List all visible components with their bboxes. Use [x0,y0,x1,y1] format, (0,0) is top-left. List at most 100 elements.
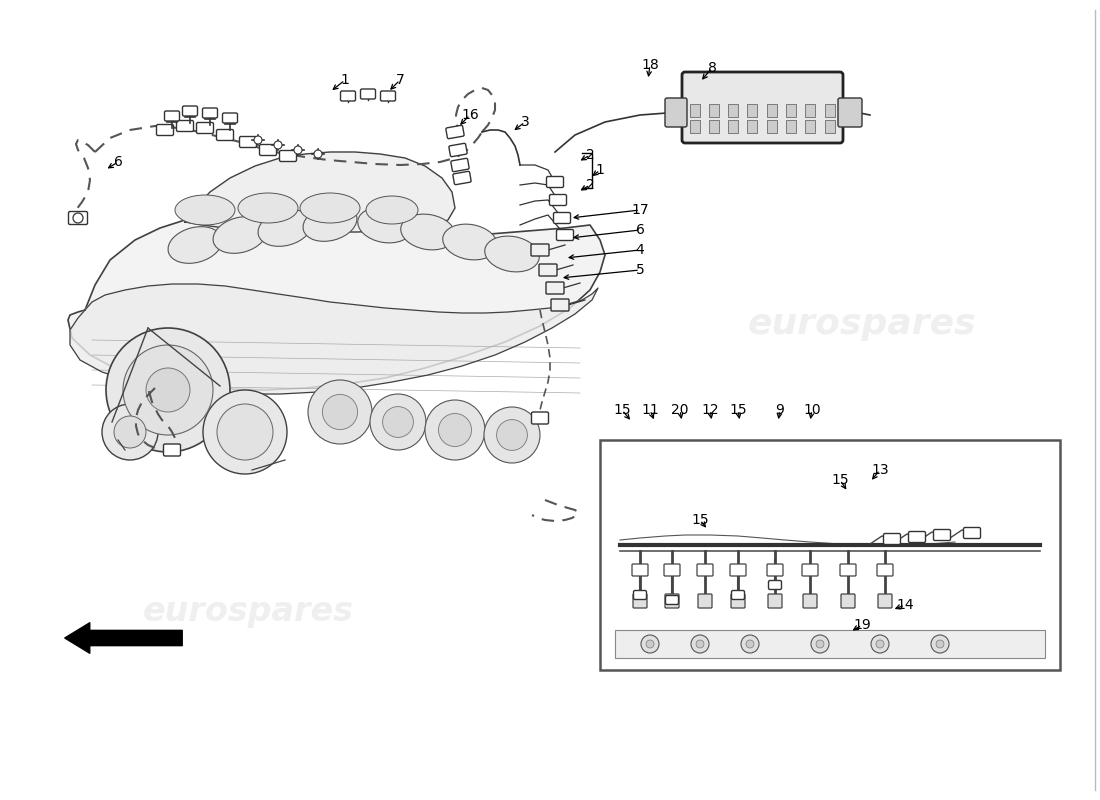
FancyBboxPatch shape [934,530,950,541]
FancyBboxPatch shape [279,150,297,162]
Ellipse shape [175,195,235,225]
FancyBboxPatch shape [698,594,712,608]
Circle shape [294,146,302,154]
Circle shape [741,635,759,653]
FancyBboxPatch shape [747,119,758,133]
FancyBboxPatch shape [240,137,256,147]
FancyBboxPatch shape [732,590,745,599]
Circle shape [114,416,146,448]
FancyBboxPatch shape [361,89,375,99]
Circle shape [439,414,472,446]
FancyBboxPatch shape [197,122,213,134]
FancyBboxPatch shape [164,444,180,456]
FancyBboxPatch shape [547,177,563,187]
Text: 1: 1 [595,163,604,177]
FancyBboxPatch shape [666,595,679,605]
FancyBboxPatch shape [883,534,901,545]
Ellipse shape [366,196,418,224]
Bar [600,440,1060,670]
FancyBboxPatch shape [202,108,218,118]
FancyBboxPatch shape [632,594,647,608]
FancyBboxPatch shape [632,564,648,576]
Text: 20: 20 [671,403,689,417]
FancyBboxPatch shape [840,564,856,576]
FancyBboxPatch shape [553,213,571,223]
Circle shape [322,394,358,430]
Text: 6: 6 [113,155,122,169]
Text: 14: 14 [896,598,914,612]
Ellipse shape [213,217,267,254]
FancyBboxPatch shape [964,527,980,538]
FancyBboxPatch shape [531,412,549,424]
Ellipse shape [258,210,312,246]
FancyBboxPatch shape [183,106,198,116]
Polygon shape [615,630,1045,658]
Ellipse shape [400,214,455,250]
Text: 9: 9 [776,403,784,417]
FancyBboxPatch shape [666,98,688,127]
FancyBboxPatch shape [697,564,713,576]
Polygon shape [68,218,605,390]
Circle shape [871,635,889,653]
Circle shape [811,635,829,653]
FancyBboxPatch shape [730,564,746,576]
Text: 12: 12 [701,403,718,417]
FancyBboxPatch shape [769,581,781,590]
Circle shape [931,635,949,653]
Ellipse shape [358,207,412,243]
Ellipse shape [485,236,539,272]
FancyArrowPatch shape [65,622,183,654]
FancyBboxPatch shape [805,119,815,133]
Ellipse shape [168,226,222,263]
FancyBboxPatch shape [802,564,818,576]
Circle shape [123,345,213,435]
Circle shape [217,404,273,460]
Circle shape [102,404,158,460]
Text: 4: 4 [636,243,645,257]
FancyBboxPatch shape [451,158,469,172]
Circle shape [254,136,262,144]
Text: eurospares: eurospares [143,595,354,629]
FancyBboxPatch shape [165,111,179,121]
FancyBboxPatch shape [732,594,745,608]
FancyBboxPatch shape [68,211,88,225]
FancyBboxPatch shape [453,171,471,185]
FancyBboxPatch shape [666,594,679,608]
FancyBboxPatch shape [842,594,855,608]
FancyBboxPatch shape [909,531,925,542]
FancyBboxPatch shape [682,72,843,143]
FancyBboxPatch shape [156,125,174,135]
FancyBboxPatch shape [708,119,718,133]
Text: 1: 1 [341,73,350,87]
Polygon shape [185,152,455,232]
Circle shape [936,640,944,648]
FancyBboxPatch shape [381,91,396,101]
Circle shape [816,640,824,648]
FancyBboxPatch shape [690,103,700,117]
FancyBboxPatch shape [634,590,647,599]
FancyBboxPatch shape [785,119,796,133]
Text: eurospares: eurospares [143,303,406,345]
Circle shape [73,213,82,223]
FancyBboxPatch shape [805,103,815,117]
FancyBboxPatch shape [825,103,835,117]
FancyBboxPatch shape [176,121,194,131]
FancyBboxPatch shape [767,564,783,576]
Circle shape [746,640,754,648]
FancyBboxPatch shape [803,594,817,608]
Circle shape [496,419,527,450]
Text: 13: 13 [871,463,889,477]
Text: 6: 6 [636,223,645,237]
Text: 15: 15 [832,473,849,487]
Circle shape [484,407,540,463]
Circle shape [691,635,710,653]
Text: 2: 2 [585,148,594,162]
FancyBboxPatch shape [768,594,782,608]
Text: 5: 5 [636,263,645,277]
Text: 15: 15 [729,403,747,417]
Circle shape [696,640,704,648]
FancyBboxPatch shape [878,594,892,608]
FancyBboxPatch shape [708,103,718,117]
FancyBboxPatch shape [557,230,573,241]
FancyBboxPatch shape [877,564,893,576]
